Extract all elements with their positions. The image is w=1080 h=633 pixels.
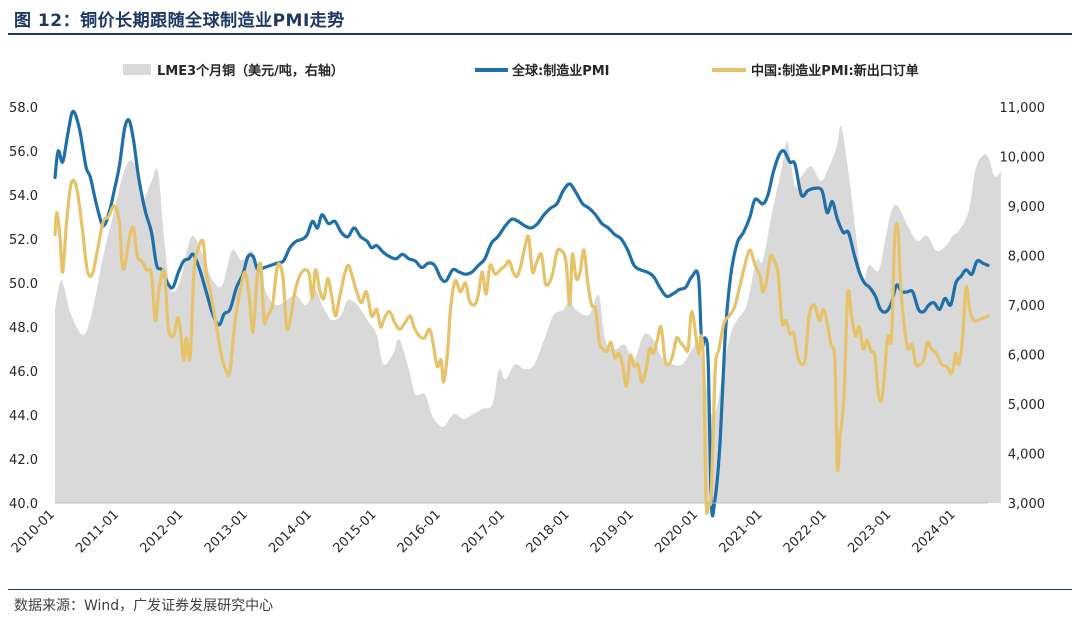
figure-title: 图 12：铜价长期跟随全球制造业PMI走势: [14, 11, 345, 31]
x-tick-label: 2024-01: [910, 507, 959, 556]
x-tick-label: 2014-01: [266, 507, 315, 556]
y-right-tick-label: 5,000: [1008, 398, 1045, 413]
x-tick-label: 2021-01: [717, 507, 766, 556]
y-left-tick-label: 46.0: [9, 365, 38, 380]
x-tick-label: 2011-01: [73, 507, 122, 556]
title-rule: [8, 33, 1072, 35]
x-axis: 2010-01 2011-01 2012-01 2013-01 2014-01 2015-…: [9, 502, 988, 556]
legend-label-global-pmi: 全球:制造业PMI: [511, 63, 610, 79]
y-right-tick-label: 7,000: [1008, 299, 1045, 314]
x-tick-label: 2016-01: [395, 507, 444, 556]
series-line-china-export-orders: [53, 178, 990, 516]
y-right-tick-label: 6,000: [1008, 349, 1045, 364]
y-left-tick-label: 54.0: [9, 189, 38, 204]
y-right-tick-label: 10,000: [1000, 151, 1046, 166]
y-right-tick-label: 3,000: [1008, 497, 1045, 512]
y-right-tick-label: 4,000: [1008, 448, 1045, 463]
x-tick-label: 2023-01: [845, 507, 894, 556]
x-tick-label: 2010-01: [9, 507, 58, 556]
bottom-rule: [8, 589, 1072, 590]
y-axis-left: 40.0 42.0 44.0 46.0 48.0 50.0 52.0 54.0 56.0 58.0: [9, 101, 38, 512]
y-right-tick-label: 8,000: [1008, 250, 1045, 265]
legend-label-china-export-orders: 中国:制造业PMI:新出口订单: [751, 63, 919, 79]
y-left-tick-label: 44.0: [9, 409, 38, 424]
source-note: 数据来源：Wind，广发证券发展研究中心: [14, 598, 274, 614]
series-area-lme-copper: [55, 125, 1001, 504]
y-left-tick-label: 56.0: [9, 145, 38, 160]
legend: LME3个月铜（美元/吨，右轴） 全球:制造业PMI 中国:制造业PMI:新出口…: [123, 63, 919, 79]
x-tick-label: 2019-01: [588, 507, 637, 556]
y-axis-right: 3,000 4,000 5,000 6,000 7,000 8,000 9,000 10,00…: [1000, 101, 1046, 512]
legend-swatch-lme-copper: [123, 64, 151, 75]
y-left-tick-label: 40.0: [9, 497, 38, 512]
x-tick-label: 2013-01: [202, 507, 251, 556]
x-tick-label: 2017-01: [459, 507, 508, 556]
y-right-tick-label: 11,000: [1000, 101, 1046, 116]
x-tick-label: 2018-01: [524, 507, 573, 556]
x-tick-label: 2015-01: [331, 507, 380, 556]
y-left-tick-label: 52.0: [9, 233, 38, 248]
plot-area: [53, 109, 1001, 518]
series-line-global-pmi: [53, 109, 990, 518]
y-left-tick-label: 42.0: [9, 453, 38, 468]
x-tick-label: 2022-01: [781, 507, 830, 556]
y-left-tick-label: 48.0: [9, 321, 38, 336]
y-right-tick-label: 9,000: [1008, 200, 1045, 215]
legend-label-lme-copper: LME3个月铜（美元/吨，右轴）: [157, 63, 344, 79]
x-tick-label: 2012-01: [138, 507, 187, 556]
x-tick-label: 2020-01: [652, 507, 701, 556]
y-left-tick-label: 50.0: [9, 277, 38, 292]
y-left-tick-label: 58.0: [9, 101, 38, 116]
